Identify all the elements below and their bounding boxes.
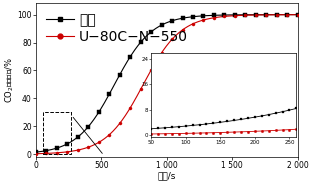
Legend: 原料, U−80C−N−550: 原料, U−80C−N−550 — [43, 10, 191, 47]
FancyArrowPatch shape — [73, 117, 102, 153]
Y-axis label: CO$_2$体积分数/%: CO$_2$体积分数/% — [3, 57, 16, 103]
X-axis label: 时间/s: 时间/s — [158, 171, 176, 181]
Bar — [42, 112, 71, 154]
